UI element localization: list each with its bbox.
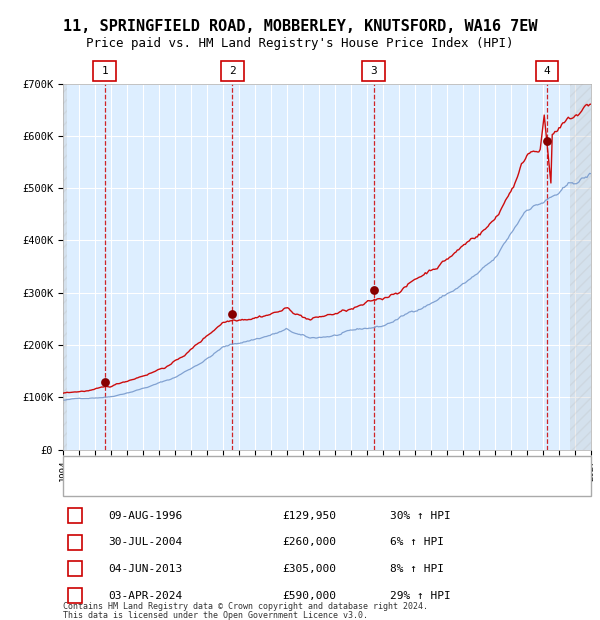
Text: 03-APR-2024: 03-APR-2024 xyxy=(108,590,182,601)
Text: This data is licensed under the Open Government Licence v3.0.: This data is licensed under the Open Gov… xyxy=(63,611,368,619)
Text: £129,950: £129,950 xyxy=(282,510,336,521)
Text: HPI: Average price, detached house, Cheshire East: HPI: Average price, detached house, Ches… xyxy=(92,480,356,490)
Text: Contains HM Land Registry data © Crown copyright and database right 2024.: Contains HM Land Registry data © Crown c… xyxy=(63,602,428,611)
Text: 1: 1 xyxy=(71,510,79,521)
Text: 30-JUL-2004: 30-JUL-2004 xyxy=(108,537,182,547)
Point xyxy=(100,376,110,386)
Point xyxy=(227,309,237,319)
Text: 04-JUN-2013: 04-JUN-2013 xyxy=(108,564,182,574)
Text: 29% ↑ HPI: 29% ↑ HPI xyxy=(390,590,451,601)
Point xyxy=(542,136,552,146)
Text: £305,000: £305,000 xyxy=(282,564,336,574)
Text: Price paid vs. HM Land Registry's House Price Index (HPI): Price paid vs. HM Land Registry's House … xyxy=(86,37,514,50)
Text: 30% ↑ HPI: 30% ↑ HPI xyxy=(390,510,451,521)
Text: 2: 2 xyxy=(229,66,236,76)
Text: 09-AUG-1996: 09-AUG-1996 xyxy=(108,510,182,521)
Text: £260,000: £260,000 xyxy=(282,537,336,547)
Text: 2: 2 xyxy=(71,537,79,547)
Text: 4: 4 xyxy=(71,590,79,601)
Text: 3: 3 xyxy=(71,564,79,574)
Text: 1: 1 xyxy=(101,66,108,76)
Point xyxy=(369,285,379,295)
Text: 6% ↑ HPI: 6% ↑ HPI xyxy=(390,537,444,547)
Text: 3: 3 xyxy=(370,66,377,76)
Text: 4: 4 xyxy=(544,66,550,76)
Text: £590,000: £590,000 xyxy=(282,590,336,601)
Text: 11, SPRINGFIELD ROAD, MOBBERLEY, KNUTSFORD, WA16 7EW: 11, SPRINGFIELD ROAD, MOBBERLEY, KNUTSFO… xyxy=(63,19,537,34)
Text: 8% ↑ HPI: 8% ↑ HPI xyxy=(390,564,444,574)
Text: 11, SPRINGFIELD ROAD, MOBBERLEY, KNUTSFORD, WA16 7EW (detached house): 11, SPRINGFIELD ROAD, MOBBERLEY, KNUTSFO… xyxy=(92,462,463,471)
